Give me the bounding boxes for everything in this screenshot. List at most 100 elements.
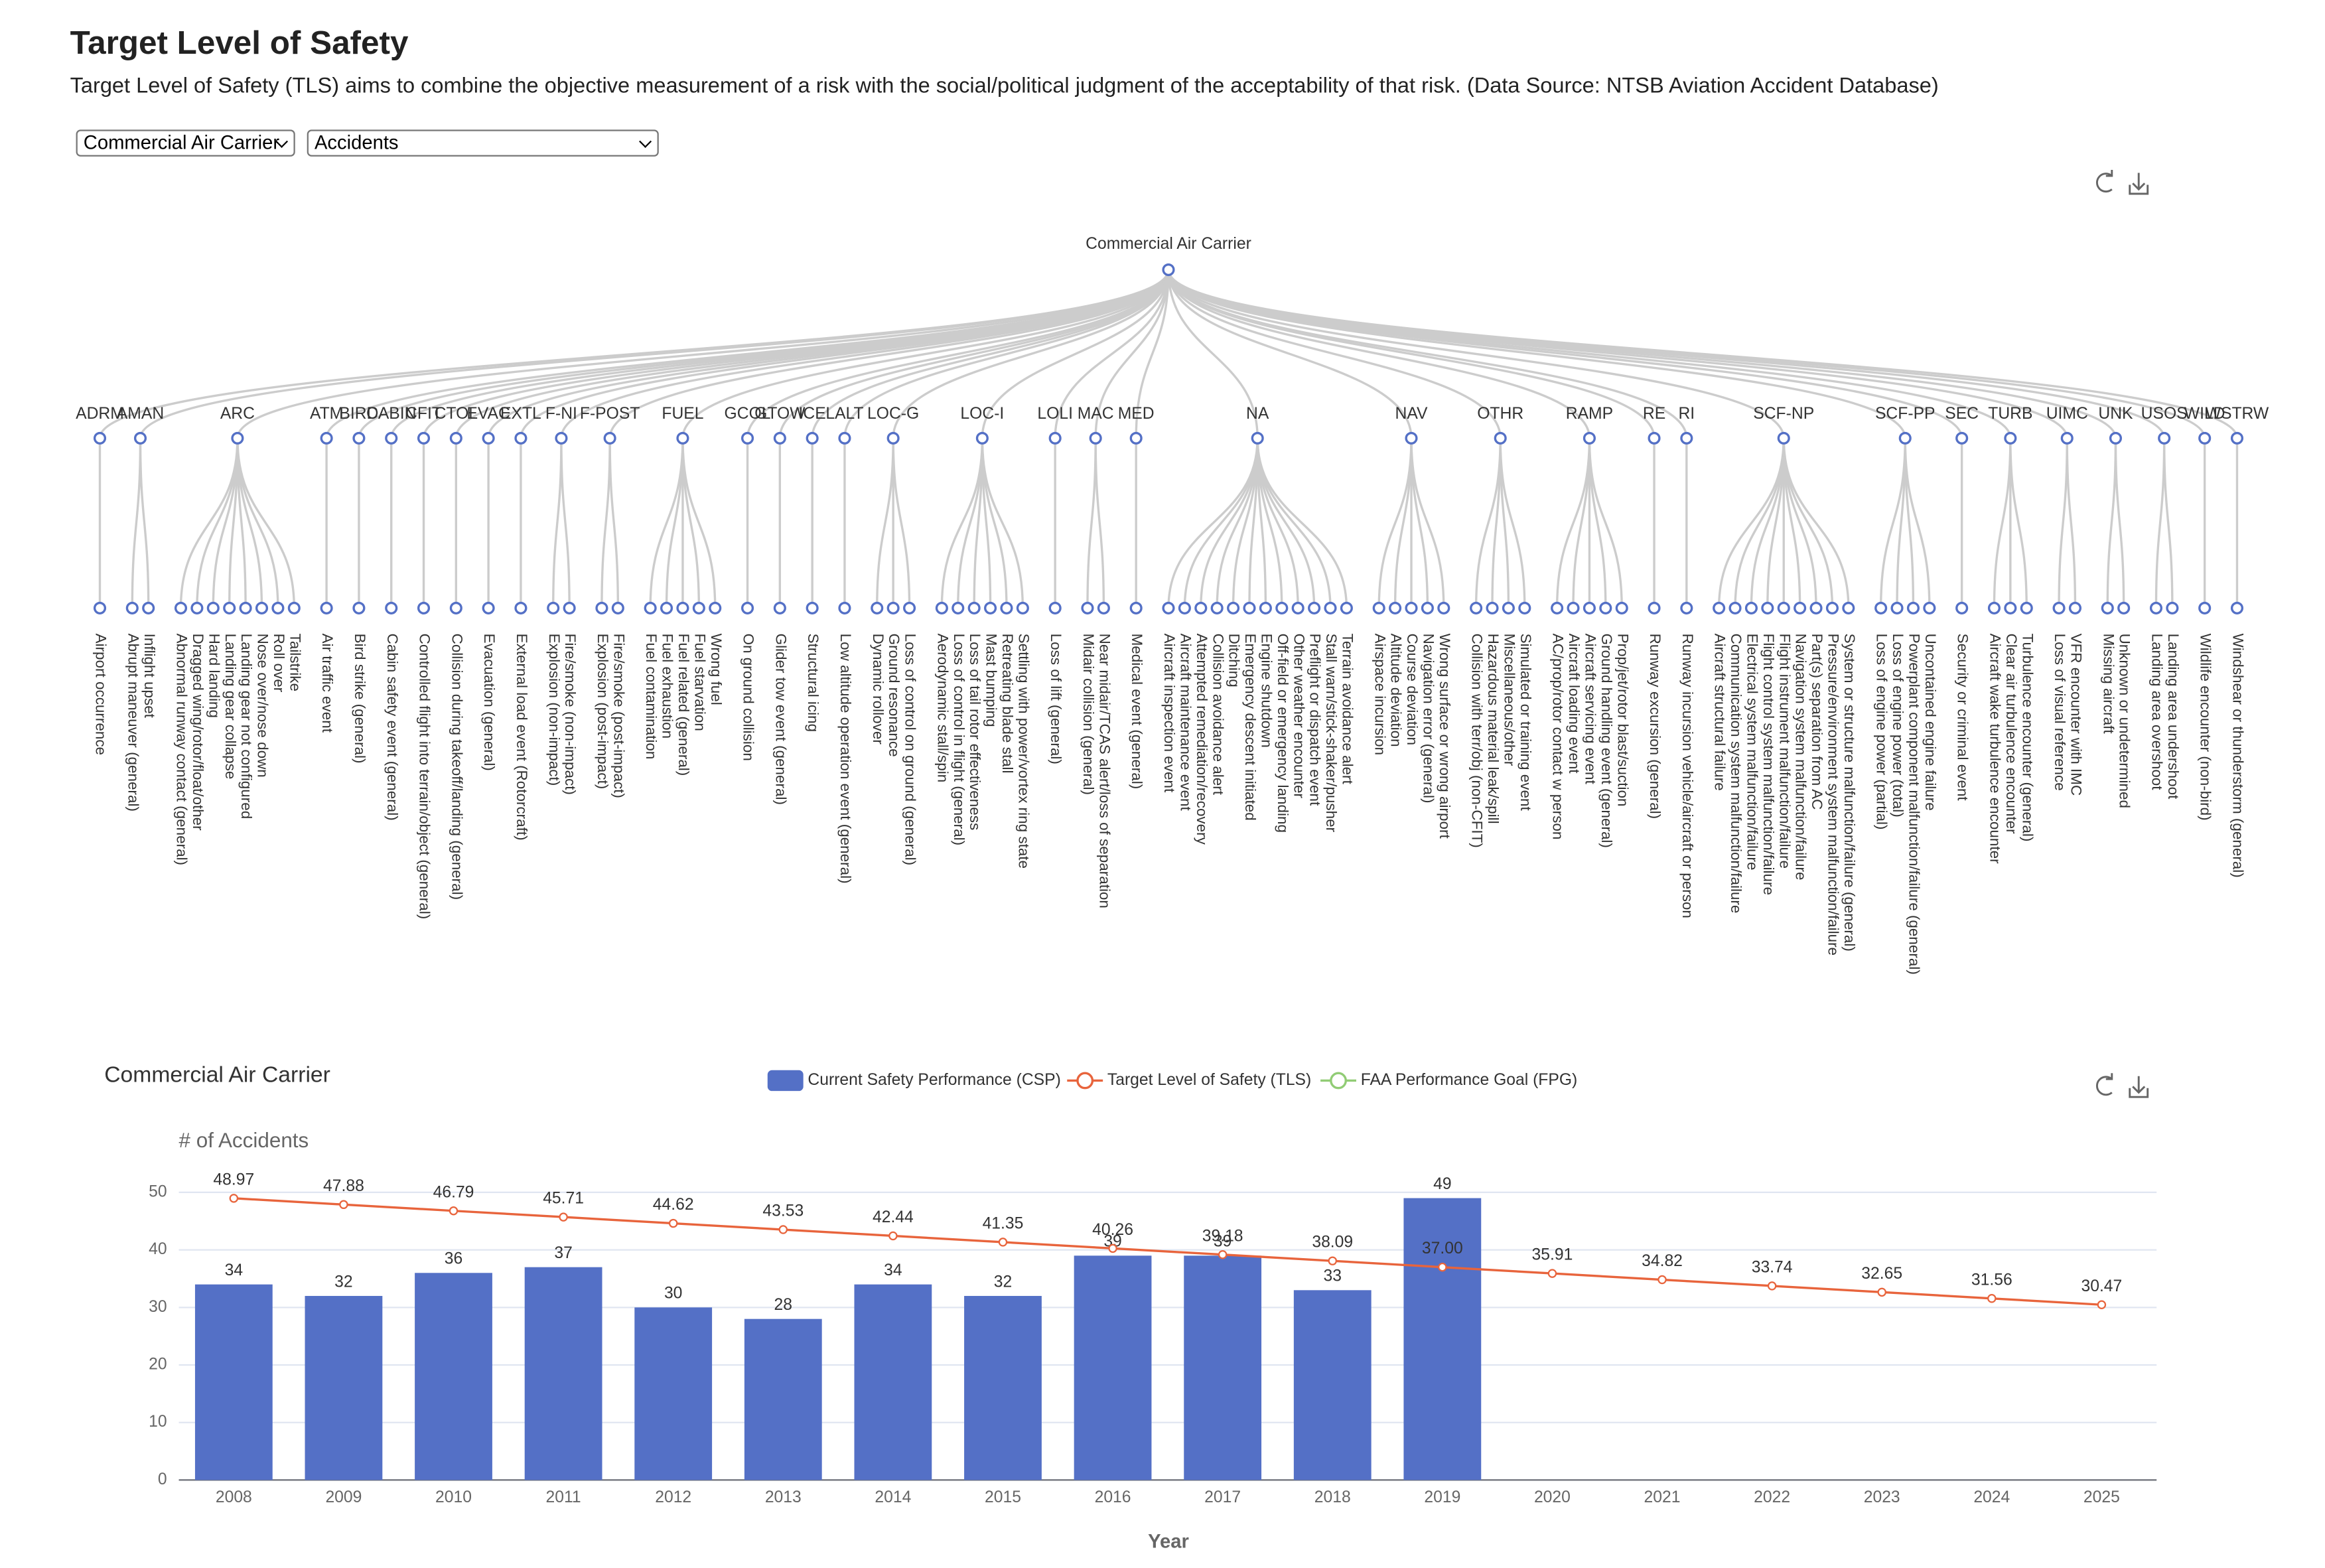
tree-group-label: UNK (2098, 405, 2133, 423)
tree-leaf-node (287, 601, 301, 614)
tree-group-label: EXTL (500, 405, 541, 423)
tree-group-label: CFIT (405, 405, 442, 423)
tree-leaf-node (741, 601, 754, 614)
tree-leaf-label: Loss of control in flight (general) (951, 634, 967, 846)
refresh-icon[interactable] (2096, 170, 2113, 193)
tree-group-node (838, 431, 851, 445)
tree-leaf-label: System or structure malfunction/failure … (1841, 634, 1858, 952)
tree-leaf-label: Miscellaneous/other (1501, 634, 1517, 766)
tree-group-label: GCOL (725, 405, 771, 423)
tree-leaf-node (563, 601, 576, 614)
refresh-icon[interactable] (2096, 1073, 2113, 1096)
tree-leaf-label: Runway incursion vehicle/aircraft or per… (1679, 634, 1696, 918)
tree-link (608, 269, 1170, 439)
tree-link (1904, 438, 1931, 608)
tree-group-node (2230, 431, 2244, 445)
tree-leaf-node (1405, 601, 1418, 614)
operation-value: Commercial Air Carrier (83, 131, 280, 154)
tree-leaf-node (1210, 601, 1224, 614)
tree-leaf-label: Landing area undershoot (2165, 634, 2182, 800)
tree-link (1256, 438, 1332, 608)
tree-link (892, 438, 911, 608)
tree-leaf-label: Structural icing (805, 634, 821, 732)
line-value-label: 30.47 (2081, 1277, 2122, 1295)
tree-leaf-node (903, 601, 916, 614)
tree-leaf-label: Fuel starvation (691, 634, 708, 731)
tree-link (1167, 269, 1413, 439)
bar (305, 1295, 383, 1480)
tree-leaf-node (417, 601, 431, 614)
tree-toolbar (2096, 170, 2149, 195)
operation-select[interactable]: Commercial Air Carrier (76, 129, 295, 157)
tree-link (1094, 269, 1170, 439)
tree-leaf-node (951, 601, 965, 614)
legend-label: Current Safety Performance (CSP) (808, 1071, 1060, 1089)
tree-group-label: ATM (310, 405, 343, 423)
page-description: Target Level of Safety (TLS) aims to com… (70, 74, 1939, 99)
tree-leaf-label: Controlled flight into terrain/object (g… (417, 634, 433, 920)
tree-leaf-node (1016, 601, 1029, 614)
measure-select[interactable]: Accidents (307, 129, 659, 157)
chart-title: Commercial Air Carrier (104, 1063, 330, 1088)
tree-leaf-node (1777, 601, 1790, 614)
tree-leaf-label: Ground handling event (general) (1598, 634, 1615, 848)
tree-link (1896, 438, 1906, 608)
tree-link (236, 438, 279, 608)
tree-leaf-node (1421, 601, 1434, 614)
tree-leaf-label: On ground collision (740, 634, 757, 761)
tree-group-label: MAC (1078, 405, 1114, 423)
tree-leaf-label: Loss of tail rotor effectiveness (967, 634, 983, 831)
line-point (1328, 1256, 1337, 1265)
download-icon[interactable] (2129, 173, 2149, 195)
line-point (1767, 1281, 1777, 1291)
tree-leaf-label: Retreating blade stall (999, 634, 1016, 774)
tree-group-node (93, 431, 107, 445)
tree-group-node (2004, 431, 2017, 445)
tree-group-node (1777, 431, 1790, 445)
tree-leaf-node (676, 601, 689, 614)
download-icon[interactable] (2129, 1076, 2149, 1098)
legend-swatch (1330, 1072, 1347, 1090)
tree-leaf-label: Fuel contamination (643, 634, 660, 760)
tree-leaf-label: Aircraft structural failure (1712, 634, 1728, 791)
tree-leaf-label: Hard landing (206, 634, 222, 718)
tree-leaf-label: Part(s) separation from AC (1809, 634, 1825, 810)
tree-leaf-label: Communication system malfunction/failure (1728, 634, 1744, 914)
tree-leaf-node (1987, 601, 2001, 614)
tree-link (552, 438, 563, 608)
tree-link (681, 269, 1170, 439)
tree-leaf-label: Near midair/TCAS alert/loss of separatio… (1096, 634, 1113, 908)
bar (744, 1319, 822, 1480)
tree-link (1256, 438, 1299, 608)
tree-group-label: RI (1678, 405, 1695, 423)
line-point (339, 1200, 348, 1210)
tree-group-node (514, 431, 528, 445)
tree-leaf-node (1728, 601, 1742, 614)
chart-toolbar (2096, 1073, 2149, 1098)
tree-group-node (482, 431, 495, 445)
tree-group-node (385, 431, 398, 445)
tree-leaf-label: Dragged wing/rotor/float/other (190, 634, 206, 831)
line-point (229, 1194, 239, 1203)
tree-group-node (352, 431, 366, 445)
tree-link (1410, 438, 1445, 608)
tree-link (1135, 269, 1170, 439)
tree-group-node (1955, 431, 1969, 445)
tree-leaf-node (1259, 601, 1272, 614)
tree-group-label: ARC (220, 405, 255, 423)
line-value-label: 43.53 (762, 1202, 804, 1220)
tree-group-label: ICE (799, 405, 826, 423)
tree-leaf-label: Navigation error (general) (1420, 634, 1437, 804)
tree-group-node (231, 431, 244, 445)
tree-leaf-label: Aerodynamic stall/spin (934, 634, 951, 783)
tree-leaf-label: Loss of engine power (partial) (1874, 634, 1890, 830)
line-point (1547, 1269, 1557, 1278)
tree-leaf-node (2198, 601, 2212, 614)
line-value-label: 35.91 (1532, 1246, 1573, 1264)
x-tick-label: 2009 (325, 1488, 362, 1506)
tree-leaf-node (1744, 601, 1758, 614)
tree-leaf-label: Cabin safety event (general) (384, 634, 401, 821)
tree-link (2106, 438, 2117, 608)
tree-leaf-node (1761, 601, 1774, 614)
